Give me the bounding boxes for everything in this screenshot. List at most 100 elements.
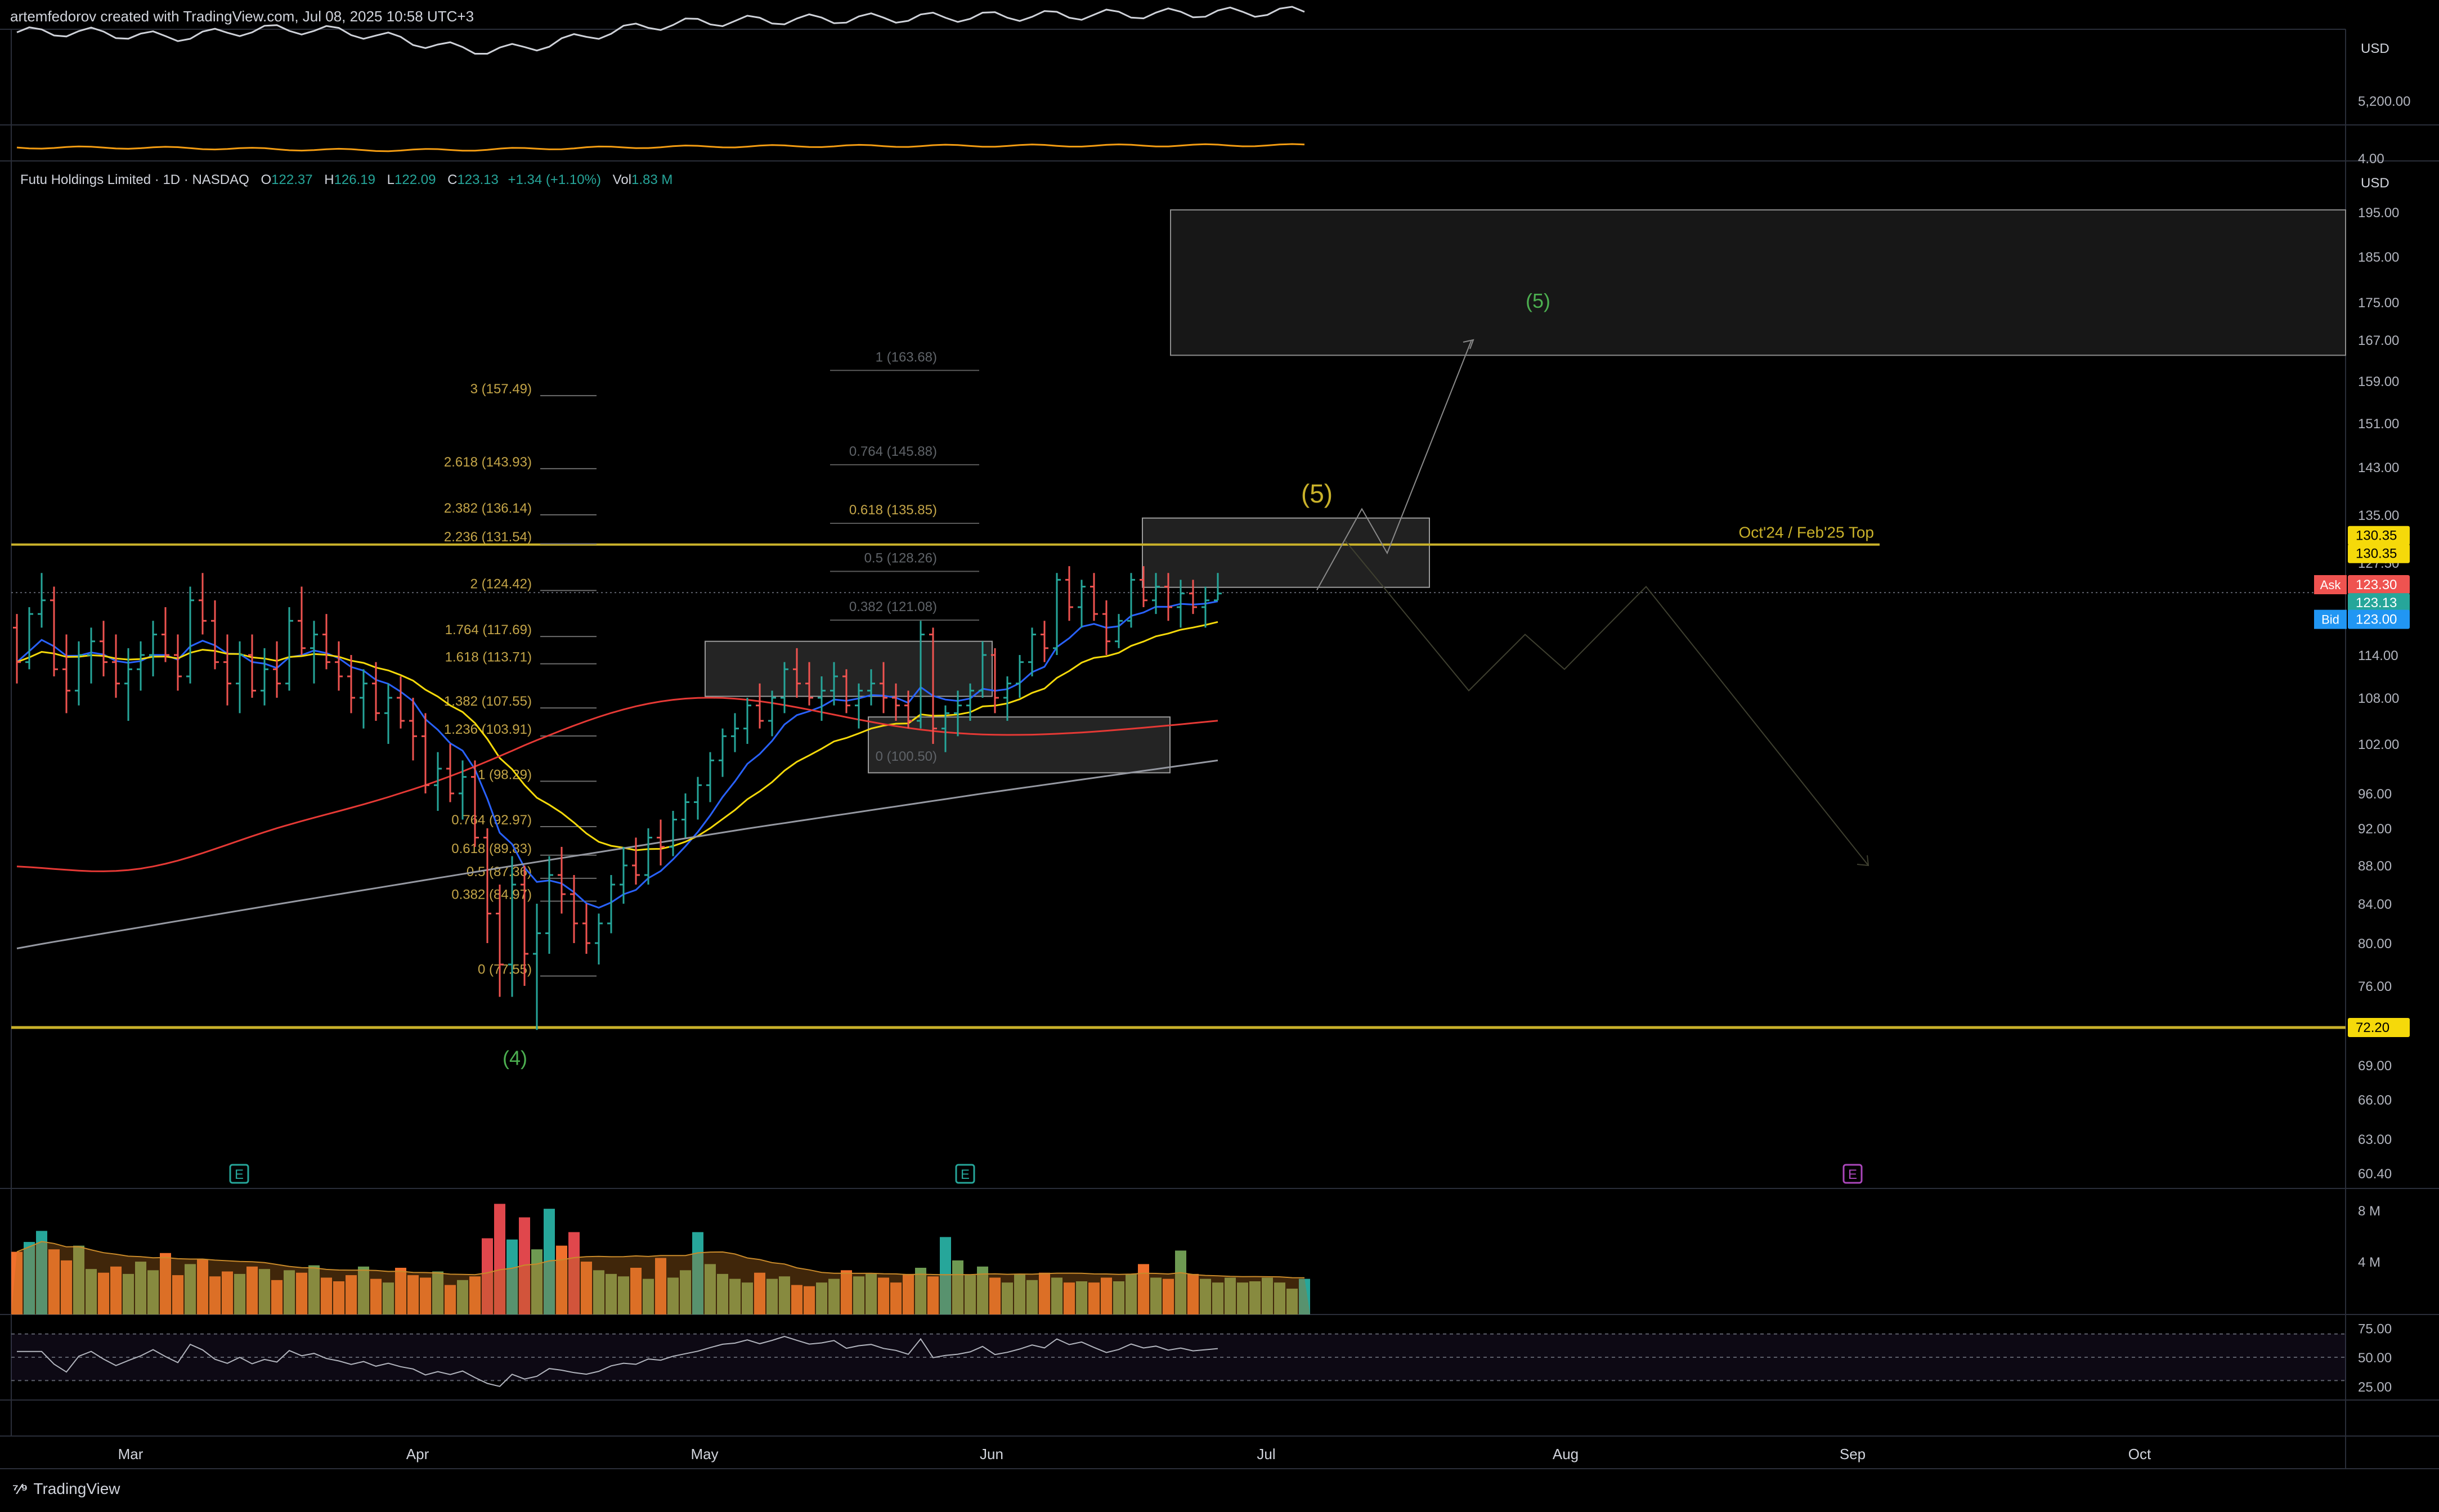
volume-bar — [1014, 1273, 1025, 1314]
price-bar — [805, 662, 813, 706]
price-bar — [508, 856, 516, 997]
volume-bar — [1113, 1281, 1124, 1314]
volume-bar — [556, 1245, 567, 1314]
tradingview-footer[interactable]: ⁷⁄⁹ TradingView — [12, 1480, 120, 1498]
fib-level-label: 0.618 (89.83) — [451, 841, 532, 856]
rsi-line — [17, 1335, 1218, 1387]
price-bar — [75, 641, 83, 706]
fib-level-label: 1.236 (103.91) — [444, 722, 532, 737]
volume-bar — [544, 1209, 555, 1314]
price-bar — [1177, 580, 1185, 628]
price-bar — [372, 662, 380, 721]
badge-value: 123.00 — [2356, 612, 2397, 627]
volume-bar — [494, 1204, 505, 1314]
price-bar — [929, 627, 937, 744]
price-bar — [261, 648, 268, 706]
fib-level-label: 0.764 (145.88) — [849, 444, 937, 459]
volume-bar — [593, 1270, 604, 1314]
price-bar — [310, 621, 318, 684]
price-axis-tick: 60.40 — [2358, 1166, 2392, 1182]
price-bar — [719, 728, 727, 777]
volume-bar — [506, 1239, 518, 1314]
price-axis-tick: 159.00 — [2358, 374, 2399, 389]
volume-bar — [24, 1242, 35, 1314]
price-bar — [13, 614, 21, 684]
volume-bar — [680, 1270, 691, 1314]
volume-bar — [779, 1276, 790, 1314]
volume-bar — [185, 1264, 196, 1314]
volume-value: 1.83 M — [631, 172, 673, 187]
volume-bar — [1274, 1282, 1285, 1314]
price-bar — [644, 828, 652, 885]
volume-bar — [284, 1270, 295, 1314]
price-bar — [496, 885, 504, 997]
price-bar — [1201, 586, 1209, 628]
volume-bar — [791, 1285, 802, 1314]
volume-bar — [927, 1276, 939, 1314]
projection-arrowhead — [1463, 339, 1474, 349]
volume-bar — [1002, 1282, 1013, 1314]
volume-bar — [940, 1237, 951, 1314]
price-bar — [1214, 573, 1222, 602]
wave-label: (5) — [1526, 289, 1550, 312]
price-axis-tick: 185.00 — [2358, 250, 2399, 265]
volume-bar — [1212, 1282, 1223, 1314]
price-bar — [694, 777, 702, 820]
badge-tag-label: Ask — [2320, 578, 2342, 592]
earnings-icon — [229, 1164, 249, 1184]
volume-bar — [11, 1251, 23, 1314]
support-zone-box-2 — [868, 716, 1171, 774]
price-bar — [521, 865, 528, 986]
volume-ma-area — [11, 1241, 1310, 1314]
wave-label: (4) — [503, 1047, 527, 1070]
price-axis-tick: 114.00 — [2358, 648, 2398, 663]
price-axis-tick: 167.00 — [2358, 333, 2399, 348]
volume-bar — [1064, 1282, 1075, 1314]
price-bar — [855, 683, 863, 729]
volume-bar — [742, 1282, 753, 1314]
volume-label: Vol — [612, 172, 632, 187]
badge-value: 130.35 — [2356, 546, 2397, 562]
symbol-name[interactable]: Futu Holdings Limited · 1D · NASDAQ — [20, 172, 249, 187]
badge-value: 123.30 — [2356, 577, 2397, 593]
price-axis-tick: 69.00 — [2358, 1058, 2392, 1074]
top-indicator-panel — [16, 6, 1305, 152]
volume-bar — [890, 1282, 902, 1314]
volume-axis-tick: 8 M — [2358, 1204, 2380, 1219]
price-bar — [682, 793, 689, 838]
volume-panel: 8 M 4 M — [11, 1204, 2380, 1314]
price-bar — [768, 690, 776, 737]
price-axis-tick: 102.00 — [2358, 737, 2399, 752]
badge-box — [2348, 593, 2410, 613]
chart-attribution: artemfedorov created with TradingView.co… — [10, 8, 474, 25]
price-bar — [1127, 573, 1135, 628]
price-badge: 72.20 — [2348, 1018, 2410, 1037]
price-bar — [818, 676, 826, 721]
fib-level-label: 1 (163.68) — [876, 349, 937, 365]
price-bar — [25, 607, 33, 670]
price-bar — [1140, 566, 1147, 607]
volume-bar — [296, 1272, 307, 1314]
volume-bar — [952, 1260, 963, 1314]
badge-box — [2348, 526, 2410, 545]
price-bar — [793, 648, 801, 698]
price-bars — [13, 566, 1222, 1030]
earnings-icon-label: E — [961, 1167, 970, 1182]
volume-bar — [445, 1285, 456, 1314]
price-axis-tick: 151.00 — [2358, 416, 2399, 432]
price-axis-tick: 80.00 — [2358, 936, 2392, 952]
volume-bar — [1262, 1277, 1273, 1314]
level-label-top: Oct'24 / Feb'25 Top — [1738, 524, 1874, 541]
top-price-axis: USD 5,200.00 4.00 — [2358, 41, 2410, 167]
price-bar — [409, 698, 417, 761]
volume-bar — [1150, 1277, 1162, 1314]
volume-bar — [977, 1266, 988, 1314]
fib-extensions: 3 (157.49) 2.618 (143.93) 2.382 (136.14) 2.… — [444, 349, 979, 977]
volume-bar — [333, 1281, 344, 1314]
price-bar — [1053, 573, 1061, 655]
time-axis-tick: Sep — [1840, 1446, 1866, 1462]
price-bar — [545, 856, 553, 954]
volume-bar — [903, 1273, 914, 1314]
